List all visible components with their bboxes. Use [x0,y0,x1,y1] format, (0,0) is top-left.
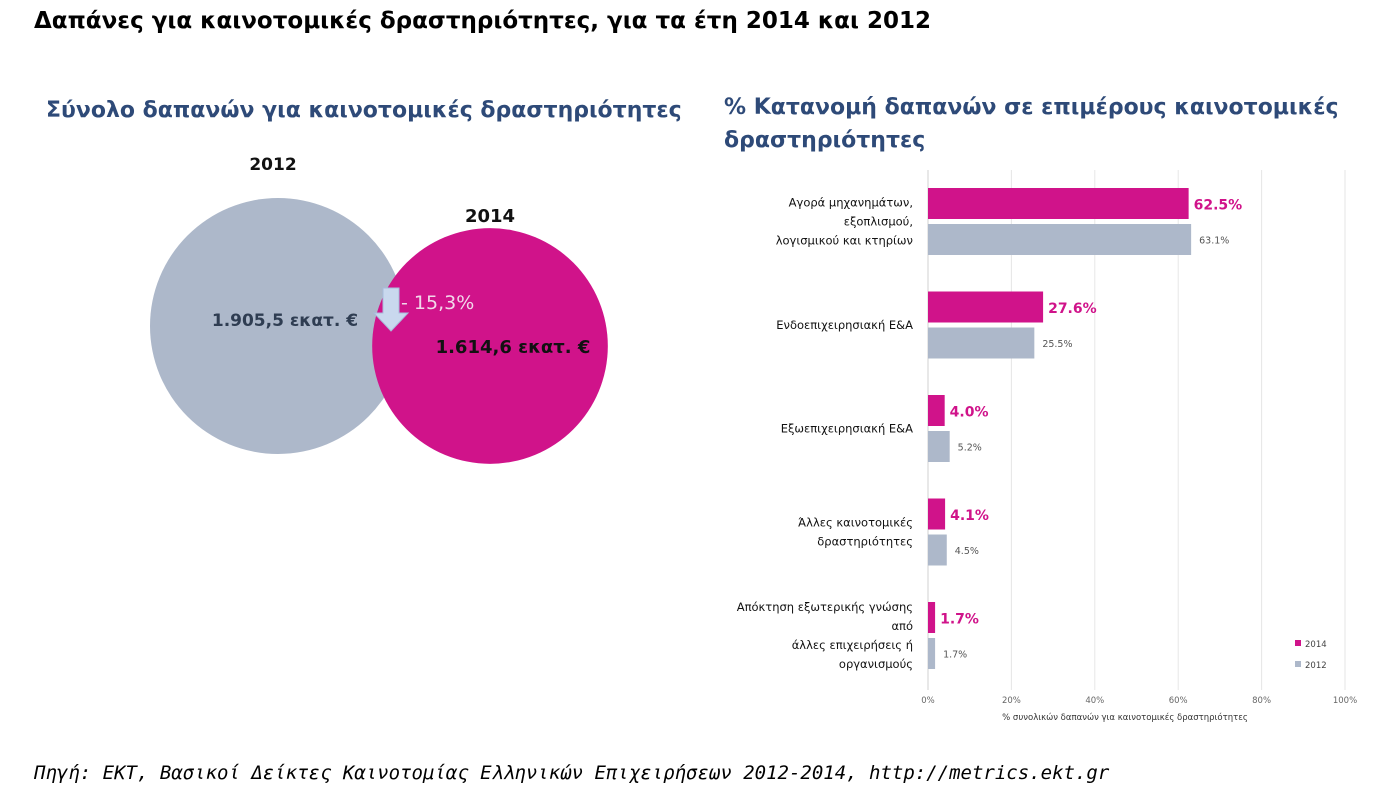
data-label-2014: 4.1% [950,508,989,524]
x-tick-label: 60% [1169,696,1188,706]
x-tick-label: 80% [1252,696,1271,706]
bubble-year-label-2012: 2012 [249,155,296,175]
category-label: Εξωεπιχειρησιακή Ε&Α [781,422,913,436]
category-label: Αγορά μηχανημάτων, [789,196,913,210]
category-label: από [891,619,913,633]
data-label-2012: 1.7% [943,650,967,661]
x-tick-label: 100% [1333,696,1357,706]
bar-2014 [928,291,1044,323]
bubble-year-label-2014: 2014 [465,206,515,227]
bubble-value-label-2012: 1.905,5 εκατ. € [212,311,358,331]
legend-swatch-2014 [1295,640,1301,646]
data-label-2012: 63.1% [1199,236,1229,247]
bar-chart-title: % Κατανομή δαπανών σε επιμέρους καινοτομ… [724,95,1339,153]
category-label: Ενδοεπιχειρησιακή Ε&Α [776,318,913,332]
bar-2012 [928,431,950,462]
bar-2014 [928,498,946,530]
data-label-2012: 25.5% [1042,339,1072,350]
x-tick-label: 40% [1085,696,1104,706]
category-label: Άλλες καινοτομικές [798,516,913,530]
bar-2012 [928,638,936,669]
bar-2014 [928,602,936,633]
bar-2012 [928,224,1192,255]
x-tick-label: 0% [921,696,935,706]
page-title: Δαπάνες για καινοτομικές δραστηριότητες,… [34,8,931,34]
data-label-2014: 1.7% [940,612,979,628]
x-axis-title: % συνολικών δαπανών για καινοτομικές δρα… [1002,712,1248,723]
legend-label-2012: 2012 [1305,661,1327,671]
data-label-2014: 4.0% [950,405,989,421]
down-arrow-icon [372,287,410,332]
bar-2012 [928,327,1035,359]
bar-chart: 0% 20% 40% 60% 80% 100% % συνολικών δαπανών γι… [737,170,1357,723]
bubble-2014 [372,228,608,464]
change-label: - 15,3% [401,292,474,314]
source-note: Πηγή: ΕΚΤ, Βασικοί Δείκτες Καινοτομίας Ε… [34,762,1110,784]
data-label-2014: 62.5% [1194,198,1243,214]
bubble-chart: 2012 2014 1.905,5 εκατ. € 1.614,6 εκατ. € - … [150,155,608,464]
bubble-chart-title: Σύνολο δαπανών για καινοτομικές δραστηρι… [46,98,682,123]
bar-2014 [928,395,945,426]
data-label-2012: 4.5% [955,546,979,557]
bar-2014 [928,188,1189,219]
category-label: Απόκτηση εξωτερικής γνώσης [737,600,913,614]
legend-label-2014: 2014 [1305,640,1327,650]
data-label-2014: 27.6% [1048,301,1097,317]
x-tick-label: 20% [1002,696,1021,706]
category-label: εξοπλισμού, [844,215,913,229]
bubble-2012 [150,198,406,454]
bar-2012 [928,534,947,566]
data-label-2012: 5.2% [958,443,982,454]
category-label: λογισμικού και κτηρίων [776,234,913,248]
category-label: οργανισμούς [839,657,913,671]
bubble-value-label-2014: 1.614,6 εκατ. € [436,337,591,358]
legend-swatch-2012 [1295,661,1301,667]
category-label: δραστηριότητες [817,535,913,549]
category-label: άλλες επιχειρήσεις ή [792,638,913,652]
